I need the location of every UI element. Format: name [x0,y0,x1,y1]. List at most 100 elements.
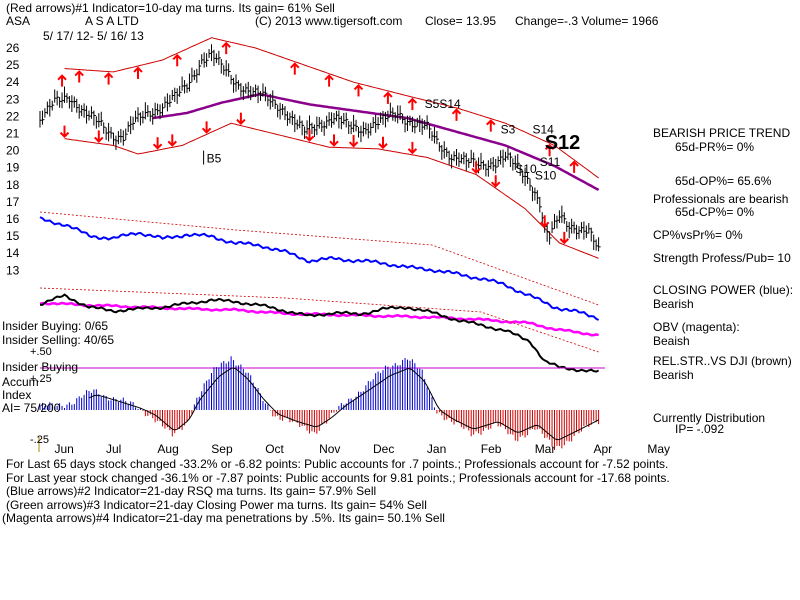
signal-label: S14 [439,97,461,111]
relstr-ma-line [39,287,599,353]
op-value: 65d-OP%= 65.6% [675,174,772,188]
sell-arrow [407,97,418,104]
buy-arrow [559,238,570,245]
closing-power-label: CLOSING POWER (blue): [653,283,794,297]
sell-arrow [544,143,555,150]
ip-value: IP= -.092 [675,422,725,436]
y-tick-label: 16 [6,212,20,226]
grid-layer: 26 25 24 23 22 21 20 19 18 17 16 15 14 13 Jun Jul Aug Sep… [6,41,670,456]
sell-arrow [74,70,84,77]
y-tick-label: 14 [6,246,20,260]
y-tick-label: 18 [6,178,20,192]
signal-label: S10 [515,162,537,176]
footer-green-arrows: (Green arrows)#3 Indicator=21-day Closin… [6,498,427,512]
buy-arrow [236,118,246,126]
buy-arrow [152,143,163,150]
month-label: Mar [535,442,556,456]
sell-arrow [324,74,334,81]
sell-arrow [57,74,67,81]
sell-arrow [103,72,114,79]
ticker: ASA [6,14,31,28]
change-volume: Change=-.3 Volume= 1966 [515,14,659,28]
y-tick-label: 24 [6,75,20,89]
close-value: Close= 13.95 [425,14,497,28]
buy-arrow [329,140,339,147]
accum-scale-minus25: -.25 [30,434,49,446]
sell-arrow [221,41,231,48]
indicator-layer [39,211,600,373]
footer-year: For Last year stock changed -36.1% or -7… [6,471,670,485]
month-label: Sep [211,442,233,456]
pr-value: 65d-PR%= 0% [675,140,755,154]
professionals-status: Professionals are bearish [653,192,789,206]
footer-65day: For Last 65 days stock changed -33.2% or… [6,457,669,471]
signal-label: S5 [425,97,440,111]
sell-arrow [486,119,496,126]
obv-line [39,301,599,337]
sell-arrow [383,91,393,98]
buy-arrow [167,140,178,147]
month-label: Apr [594,442,613,456]
buy-arrow [94,136,104,143]
strength-value: Strength Profess/Pub= 10 [653,251,791,265]
cp-ma-line [39,211,599,306]
cp-value: 65d-CP%= 0% [675,205,755,219]
y-tick-label: 19 [6,161,20,175]
buy-arrow [201,127,212,134]
y-tick-label: 17 [6,195,20,209]
lower-band-line [64,122,599,259]
bearish-trend: BEARISH PRICE TREND [653,126,791,140]
insider-buying-label: Insider Buying [2,360,79,374]
insider-buying-count: Insider Buying: 0/65 [2,319,109,333]
buy-arrow [304,135,315,142]
indicator-1-line: (Red arrows)#1 Indicator=10-day ma turns… [6,1,335,15]
y-tick-label: 13 [6,263,20,277]
upper-band-line [64,37,599,179]
insider-selling-count: Insider Selling: 40/65 [2,333,115,347]
cp-vs-pr: CP%vsPr%= 0% [653,228,743,242]
obv-label: OBV (magenta): [653,320,740,334]
sell-arrow [569,160,579,167]
month-label: Oct [265,442,284,456]
month-label: Jan [427,442,446,456]
accum-layer [39,356,605,451]
month-label: May [647,442,670,456]
buy-arrow [471,167,481,174]
buy-arrow [490,181,501,188]
y-tick-label: 26 [6,41,20,55]
signal-label: S11 [540,155,561,169]
signal-label: S12 [545,132,581,154]
buy-arrow [539,221,550,228]
month-label: Feb [481,442,502,456]
buy-arrow [407,148,418,155]
closing-power-line [39,216,600,321]
ai-value: AI= 75/200 [2,401,61,415]
buy-arrow [348,141,359,148]
closing-power-status: Bearish [653,297,694,311]
month-label: Jun [55,442,74,456]
company-name: A S A LTD [85,14,139,28]
sell-arrow [290,62,300,69]
signal-label: S14 [532,123,554,137]
buy-arrow [59,131,70,139]
month-label: Jul [106,442,121,456]
signal-label: S3 [501,123,516,137]
buy-arrow [378,143,388,150]
price-layer [39,37,601,259]
copyright: (C) 2013 www.tigersoft.com [255,14,403,28]
y-tick-label: 23 [6,92,20,106]
y-tick-label: 20 [6,144,20,158]
moving-average-line [152,92,600,191]
accum-scale-plus50: +.50 [30,346,52,358]
sell-arrow [172,53,182,61]
month-label: Nov [319,442,340,456]
accum-ma-line [88,367,599,441]
signal-label: S10 [535,169,557,183]
date-range: 5/ 17/ 12- 5/ 16/ 13 [43,29,144,43]
y-tick-label: 15 [6,229,20,243]
sell-arrow [133,66,143,73]
month-label: Aug [157,442,178,456]
month-label: Dec [373,442,394,456]
sell-arrow [451,108,462,115]
